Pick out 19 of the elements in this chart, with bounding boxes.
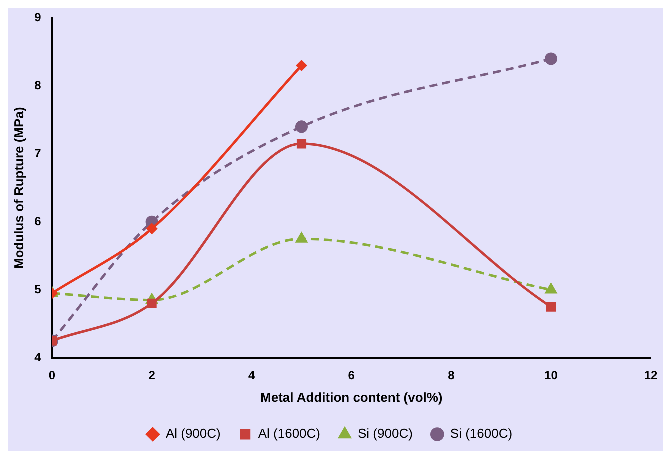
legend-label: Si (1600C) xyxy=(450,426,513,442)
legend-label: Si (900C) xyxy=(358,426,413,442)
y-tick-label: 7 xyxy=(34,146,42,160)
legend-label: Al (900C) xyxy=(166,426,221,442)
legend-label: Al (1600C) xyxy=(258,426,321,442)
x-tick-label: 4 xyxy=(248,368,256,383)
x-tick-label: 8 xyxy=(448,368,456,383)
y-tick-label: 9 xyxy=(34,10,42,25)
y-axis-title: Modulus of Rupture (MPa) xyxy=(11,107,26,269)
y-tick-label: 4 xyxy=(34,350,42,364)
y-tick-label: 6 xyxy=(34,214,42,228)
x-tick-label: 0 xyxy=(48,368,56,383)
x-tick-label: 12 xyxy=(644,368,658,383)
x-tick-label: 2 xyxy=(148,368,156,383)
x-tick-label: 6 xyxy=(348,368,356,383)
y-tick-label: 5 xyxy=(34,282,42,296)
y-tick-label: 8 xyxy=(34,78,42,92)
x-tick-label: 10 xyxy=(544,368,558,383)
x-axis-title: Metal Addition content (vol%) xyxy=(260,390,443,405)
